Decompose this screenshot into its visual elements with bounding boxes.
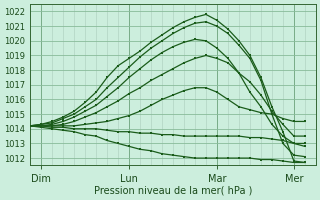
X-axis label: Pression niveau de la mer( hPa ): Pression niveau de la mer( hPa ) <box>94 186 252 196</box>
